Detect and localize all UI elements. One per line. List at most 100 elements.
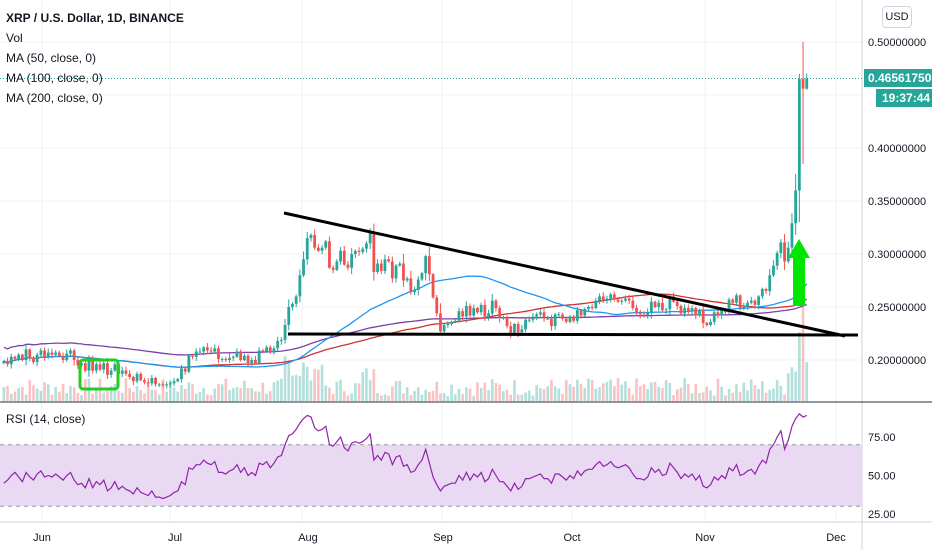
volume-bar — [583, 387, 587, 402]
candle-body — [757, 296, 761, 305]
volume-bar — [379, 395, 383, 402]
candle-body — [328, 241, 331, 268]
candle-body — [20, 354, 24, 360]
volume-bar — [805, 362, 809, 402]
volume-bar — [106, 388, 109, 402]
legend-ma100[interactable]: MA (100, close, 0) — [6, 71, 103, 85]
candle-body — [461, 311, 465, 317]
volume-bar — [239, 388, 242, 402]
volume-bar — [72, 387, 76, 402]
legend-ma50[interactable]: MA (50, close, 0) — [6, 51, 97, 65]
volume-bar — [28, 380, 32, 402]
volume-bar — [442, 393, 446, 402]
candle-body — [790, 223, 794, 248]
currency-button[interactable]: USD — [882, 6, 912, 28]
volume-bar — [616, 378, 620, 402]
volume-bar — [527, 390, 531, 402]
candle-body — [427, 256, 431, 275]
volume-bar — [69, 385, 72, 402]
candle-body — [716, 312, 720, 316]
candle-body — [635, 308, 638, 314]
volume-bar — [261, 382, 265, 402]
volume-bar — [724, 395, 727, 402]
candle-body — [712, 312, 716, 322]
legend-volume[interactable]: Vol — [6, 31, 23, 45]
volume-bar — [342, 391, 346, 402]
candle-body — [572, 316, 576, 321]
volume-bar — [146, 382, 150, 402]
volume-bar — [50, 394, 54, 402]
volume-bar — [764, 392, 768, 402]
candle-body — [368, 232, 372, 244]
candle-body — [505, 317, 509, 327]
volume-bar — [268, 391, 272, 402]
candle-body — [39, 350, 43, 355]
legend-ma200[interactable]: MA (200, close, 0) — [6, 91, 103, 105]
candle-body — [524, 319, 527, 330]
candle-body — [601, 296, 605, 301]
breakout-arrow-shaft[interactable] — [793, 256, 805, 306]
volume-bar — [183, 388, 187, 402]
volume-bar — [601, 383, 605, 402]
volume-bar — [80, 395, 83, 402]
volume-bar — [309, 380, 313, 402]
candle-body — [235, 351, 239, 357]
descending-trendline[interactable] — [283, 211, 846, 338]
volume-bar — [742, 382, 746, 402]
horizontal-support-line[interactable] — [287, 332, 859, 337]
breakout-arrow-head[interactable] — [788, 239, 810, 258]
candle-body — [501, 317, 505, 319]
candle-body — [357, 250, 361, 252]
volume-bar — [365, 368, 368, 402]
candle-body — [279, 339, 283, 341]
volume-bar — [298, 376, 302, 402]
candle-body — [24, 349, 28, 360]
candle-body — [353, 250, 357, 254]
candle-body — [198, 351, 202, 353]
candle-body — [775, 252, 779, 266]
candle-body — [150, 378, 154, 384]
last-price-label: 0.46561750 — [864, 69, 932, 88]
candle-body — [557, 314, 561, 316]
volume-bar — [794, 371, 797, 402]
volume-bar — [749, 379, 753, 402]
volume-bar — [687, 384, 690, 402]
rsi-legend[interactable]: RSI (14, close) — [6, 412, 86, 426]
candle-body — [246, 355, 250, 364]
price-axis-tick: 0.40000000 — [868, 143, 926, 155]
volume-bar — [235, 387, 239, 402]
volume-bar — [272, 382, 276, 402]
volume-bar — [605, 381, 609, 402]
candle-body — [72, 350, 76, 360]
volume-bar — [487, 389, 490, 402]
volume-bar — [305, 366, 309, 402]
candle-body — [202, 347, 206, 352]
legend-symbol-title[interactable]: XRP / U.S. Dollar, 1D, BINANCE — [6, 11, 184, 25]
volume-bar — [701, 392, 705, 402]
candle-body — [509, 326, 513, 334]
volume-bar — [753, 385, 757, 402]
volume-bar — [139, 390, 143, 402]
candle-body — [760, 288, 764, 297]
candle-body — [187, 355, 191, 372]
candle-body — [405, 278, 409, 281]
candle-body — [657, 302, 661, 307]
candle-body — [316, 247, 320, 251]
candle-body — [324, 241, 328, 248]
highlight-box[interactable] — [78, 358, 120, 391]
candle-body — [172, 381, 176, 384]
candle-body — [346, 264, 350, 268]
volume-bar — [39, 390, 43, 402]
volume-bar — [402, 393, 405, 402]
candle-body — [764, 288, 768, 292]
candle-body — [668, 296, 672, 310]
volume-bar — [420, 394, 424, 402]
volume-bar — [546, 386, 550, 402]
volume-bar — [405, 387, 409, 402]
time-axis-tick: Dec — [826, 532, 846, 544]
volume-bar — [465, 387, 468, 402]
candle-body — [490, 300, 494, 314]
rsi-line — [3, 413, 808, 500]
volume-bar — [280, 378, 283, 402]
